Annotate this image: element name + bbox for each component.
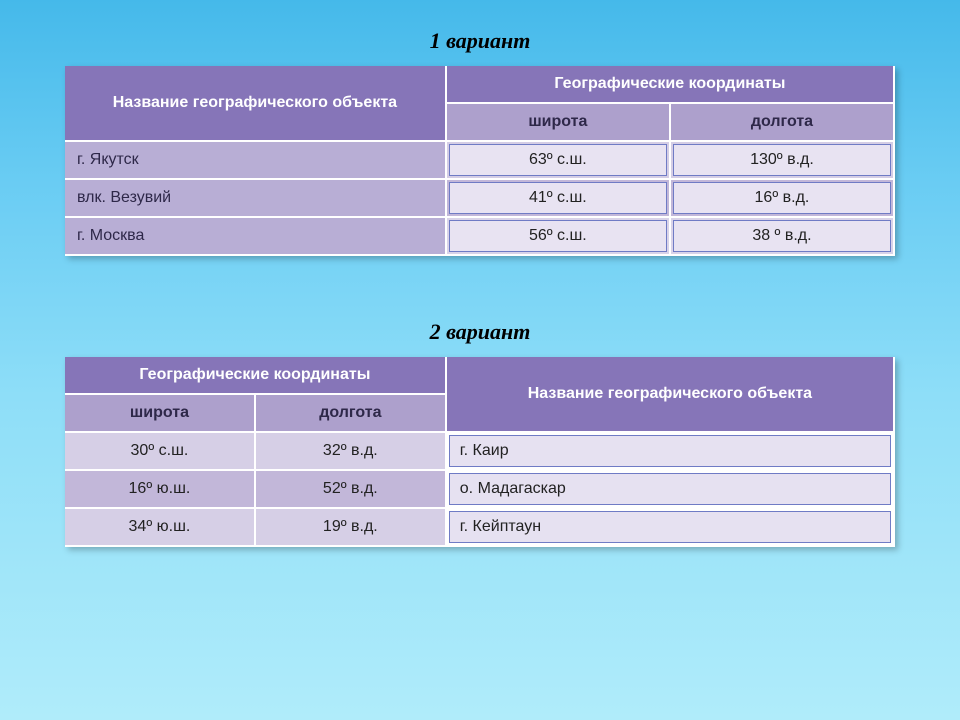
val-lon: 32º в.д. (256, 433, 447, 471)
val-lat: 63º с.ш. (449, 144, 667, 176)
val-lon: 19º в.д. (256, 509, 447, 547)
val-lon: 38 º в.д. (673, 220, 891, 252)
t1-header-lon: долгота (671, 104, 895, 142)
variant2-title: 2 вариант (65, 319, 895, 345)
t1-header-coords: Географические координаты (447, 66, 895, 104)
val-lat: 16º ю.ш. (65, 471, 256, 509)
val-lat: 34º ю.ш. (65, 509, 256, 547)
t2-header-lon: долгота (256, 395, 447, 433)
val-lat: 30º с.ш. (65, 433, 256, 471)
variant1-title: 1 вариант (65, 28, 895, 54)
table-row-label: г. Москва (65, 218, 447, 256)
table-row-label: влк. Везувий (65, 180, 447, 218)
val-name: г. Кейптаун (449, 511, 891, 543)
table-row-label: г. Якутск (65, 142, 447, 180)
val-lon: 130º в.д. (673, 144, 891, 176)
t1-header-lat: широта (447, 104, 671, 142)
val-lon: 52º в.д. (256, 471, 447, 509)
val-lat: 56º с.ш. (449, 220, 667, 252)
table-variant1: Название географического объекта Географ… (65, 66, 895, 256)
table-variant2: Географические координаты Название геогр… (65, 357, 895, 547)
val-name: о. Мадагаскар (449, 473, 891, 505)
val-lon: 16º в.д. (673, 182, 891, 214)
val-lat: 41º с.ш. (449, 182, 667, 214)
t1-header-name: Название географического объекта (65, 66, 447, 142)
t2-header-name: Название географического объекта (447, 357, 895, 433)
t2-header-lat: широта (65, 395, 256, 433)
val-name: г. Каир (449, 435, 891, 467)
t2-header-coords: Географические координаты (65, 357, 447, 395)
